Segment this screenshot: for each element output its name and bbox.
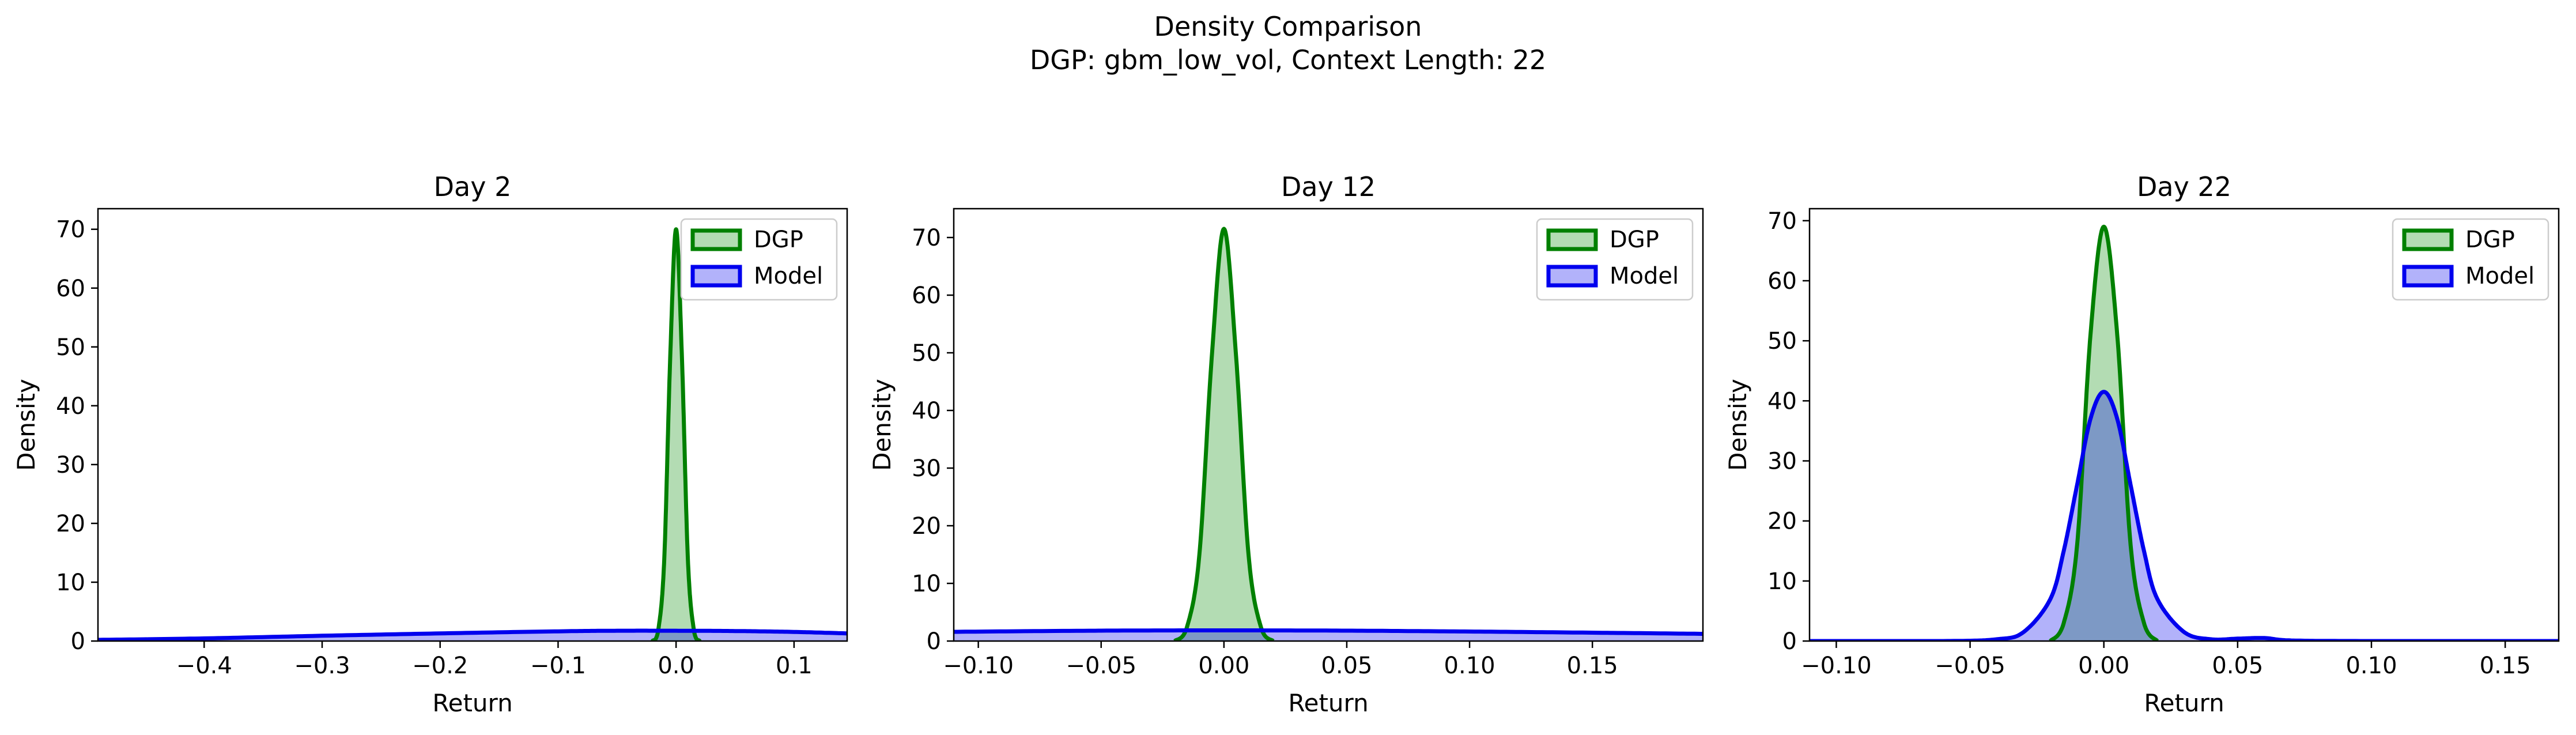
x-tick-label: 0.05 [2212, 653, 2263, 679]
y-tick-label: 70 [56, 217, 85, 243]
y-tick-label: 20 [1767, 508, 1797, 535]
axes-frame [97, 208, 848, 642]
y-tick-label: 30 [56, 452, 85, 478]
x-tick-label: 0.00 [2078, 653, 2129, 679]
y-tick-label: 10 [1767, 568, 1797, 595]
legend-swatch-dgp [1546, 228, 1598, 251]
subplot-title: Day 22 [2137, 171, 2231, 202]
y-tick-label: 30 [1767, 448, 1797, 475]
y-tick-label: 0 [927, 628, 941, 655]
axes-frame [953, 208, 1704, 642]
legend-swatch-model [2402, 265, 2454, 288]
x-axis-label: Return [1288, 689, 1368, 717]
x-axis-label: Return [2144, 689, 2224, 717]
y-tick-label: 40 [1767, 388, 1797, 414]
x-tick-label: −0.05 [1066, 653, 1136, 679]
area-dgp [1174, 229, 1274, 641]
x-tick-label: 0.15 [2480, 653, 2531, 679]
subplot-day-0: Day 2 −0.4 −0.3 −0.2 −0.1 0.0 0.1 0 10 20 30 40 50 60… [12, 171, 848, 717]
legend-label-model: Model [2465, 263, 2535, 289]
y-tick-label: 0 [71, 628, 85, 655]
legend: DGP Model [1536, 218, 1694, 301]
legend-swatch-model [690, 265, 742, 288]
subplot-grid: Day 2−0.4 −0.3 −0.2 −0.1 0.0 0.10102030405060… [12, 171, 2560, 717]
x-tick-label: −0.3 [294, 653, 350, 679]
x-tick-label: −0.4 [176, 653, 232, 679]
plot-area [954, 227, 1703, 641]
y-tick-label: 70 [1767, 208, 1797, 235]
y-tick-label: 20 [912, 513, 941, 540]
y-tick-label: 60 [1767, 268, 1797, 295]
legend: DGP Model [2392, 218, 2549, 301]
x-tick-label: −0.2 [412, 653, 468, 679]
x-tick-label: 0.15 [1567, 653, 1618, 679]
y-axis-label: Density [1724, 379, 1752, 471]
plot-area [1810, 224, 2559, 641]
line-model [98, 628, 847, 641]
x-tick-label: 0.10 [2345, 653, 2397, 679]
y-tick-label: 70 [912, 225, 941, 251]
area-dgp [2050, 227, 2158, 641]
figure-title: Density Comparison [1154, 11, 1422, 42]
legend-swatch-dgp [690, 228, 742, 251]
subplot-title: Day 12 [1281, 171, 1376, 202]
legend-swatch-dgp [2402, 228, 2454, 251]
y-axis-label: Density [12, 379, 40, 471]
plot-area [98, 227, 847, 641]
legend-label-dgp: DGP [754, 227, 803, 253]
x-tick-label: 0.0 [658, 653, 694, 679]
figure-subtitle: DGP: gbm_low_vol, Context Length: 22 [1030, 44, 1546, 76]
y-tick-label: 10 [912, 571, 941, 597]
y-tick-label: 60 [56, 276, 85, 302]
y-tick-label: 20 [56, 511, 85, 537]
y-tick-label: 0 [1782, 628, 1797, 655]
line-dgp [1173, 227, 1275, 641]
y-tick-label: 50 [56, 334, 85, 361]
area-model [1810, 391, 2559, 641]
legend-label-dgp: DGP [2465, 227, 2515, 253]
x-tick-label: 0.05 [1321, 653, 1372, 679]
subplot-day-1: Day 12 −0.10 −0.05 0.00 0.05 0.10 0.15 0 10 20 30 4… [868, 171, 1704, 717]
legend-label-model: Model [1610, 263, 1679, 289]
y-axis-label: Density [868, 379, 896, 471]
y-tick-label: 40 [56, 393, 85, 420]
y-tick-label: 50 [1767, 328, 1797, 355]
legend-label-dgp: DGP [1610, 227, 1659, 253]
y-tick-label: 40 [912, 398, 941, 424]
line-model [954, 628, 1703, 636]
legend-label-model: Model [754, 263, 823, 289]
x-tick-label: 0.1 [776, 653, 813, 679]
x-axis-label: Return [432, 689, 512, 717]
legend: DGP Model [680, 218, 838, 301]
x-tick-label: 0.10 [1444, 653, 1495, 679]
x-tick-label: −0.1 [530, 653, 586, 679]
axes-frame [1808, 208, 2560, 642]
subplot-title: Day 2 [434, 171, 512, 202]
line-dgp [2048, 224, 2159, 641]
x-tick-label: −0.10 [1801, 653, 1872, 679]
y-tick-label: 30 [912, 455, 941, 482]
y-tick-label: 10 [56, 570, 85, 596]
area-dgp [652, 229, 700, 641]
x-tick-label: −0.10 [943, 653, 1014, 679]
x-tick-label: 0.00 [1198, 653, 1249, 679]
line-dgp [650, 227, 702, 641]
y-tick-label: 60 [912, 282, 941, 309]
y-tick-label: 50 [912, 340, 941, 367]
x-tick-label: −0.05 [1935, 653, 2005, 679]
legend-swatch-model [1546, 265, 1598, 288]
line-model [1810, 390, 2559, 641]
subplot-day-2: Day 22 −0.10 −0.05 0.00 0.05 0.10 0.15 0 10 20 30 4… [1724, 171, 2560, 717]
